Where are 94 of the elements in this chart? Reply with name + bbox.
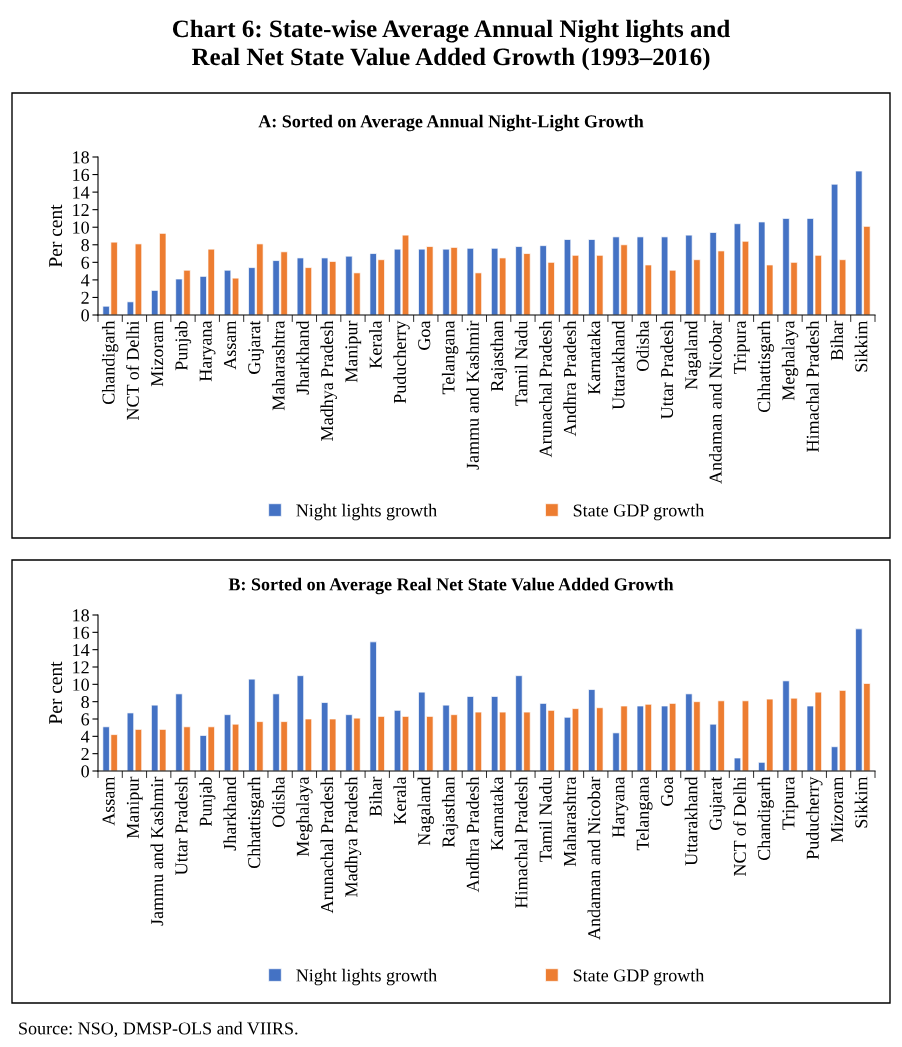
y-tick-label: 4 (80, 730, 90, 743)
y-tick-label: 16 (73, 168, 90, 181)
legend-label: Night lights growth (296, 503, 437, 521)
y-tick-label: 0 (81, 765, 89, 778)
y-tick-label: 12 (73, 661, 89, 674)
source-note: Source: NSO, DMSP-OLS and VIIRS. (19, 1021, 298, 1038)
x-tick-label: Goa (418, 320, 431, 350)
x-tick-label: Manipur (345, 320, 362, 383)
x-tick-label: Himachal Pradesh (514, 776, 528, 908)
x-tick-label: Telangana (636, 776, 653, 851)
y-tick-label: 6 (81, 713, 90, 726)
y-tick-label: 2 (81, 291, 89, 304)
x-tick-label: Puducherry (806, 776, 823, 860)
x-tick-label: Arunachal Pradesh (539, 320, 552, 458)
x-tick-label: Odisha (636, 320, 649, 371)
x-tick-label: Tripura (782, 776, 799, 830)
legend-label: State GDP growth (573, 503, 705, 521)
x-tick-label: NCT of Delhi (733, 776, 746, 877)
x-tick-label: Telangana (441, 320, 459, 395)
x-tick-label: Chhattisgarh (757, 320, 774, 413)
x-tick-label: NCT of Delhi (126, 320, 139, 421)
x-tick-label: Himachal Pradesh (806, 320, 819, 452)
chart-title: Chart 6: State-wise Average Annual Night lights and Real Net State Value Added Growth (1993–2016) (172, 19, 731, 71)
x-tick-label: Kerala (393, 776, 407, 825)
chart-title: B: Sorted on Average Real Net State Value Added Growth (228, 577, 674, 595)
y-tick-label: 0 (81, 309, 89, 322)
y-axis-title: Per cent (49, 661, 63, 725)
x-tick-label: Jammu and Kashmir (466, 320, 479, 470)
x-tick-label: Bihar (369, 776, 382, 817)
x-tick-label: Madhya Pradesh (344, 776, 362, 897)
x-tick-label: Tamil Nadu (514, 320, 528, 406)
x-tick-label: Uttar Pradesh (660, 320, 674, 419)
x-tick-label: Andaman and Nicobar (587, 776, 601, 940)
x-tick-label: Uttarakhand (684, 776, 698, 866)
x-tick-label: Goa (660, 776, 674, 806)
x-tick-label: Jharkhand (296, 320, 309, 395)
x-tick-label: Gujarat (709, 776, 726, 830)
x-tick-label: Gujarat (248, 320, 265, 374)
x-tick-label: Punjab (174, 321, 192, 371)
y-tick-label: 14 (73, 186, 90, 199)
x-tick-label: Chhattisgarh (247, 776, 265, 869)
y-tick-label: 18 (73, 151, 89, 164)
y-tick-label: 18 (73, 609, 89, 622)
x-tick-label: Kerala (369, 320, 382, 369)
y-tick-label: 2 (81, 747, 89, 760)
legend-label: Night lights growth (296, 968, 437, 986)
y-tick-label: 16 (73, 626, 90, 639)
x-tick-label: Sikkim (854, 776, 868, 828)
x-tick-label: Uttar Pradesh (174, 776, 188, 875)
x-tick-label: Chandigarh (757, 776, 774, 861)
x-tick-label: Madhya Pradesh (320, 320, 337, 441)
y-tick-label: 14 (73, 644, 90, 656)
y-tick-label: 10 (73, 221, 89, 234)
x-tick-label: Tamil Nadu (539, 776, 552, 862)
x-tick-label: Andaman and Nicobar (708, 320, 722, 484)
chart-subtitle: A: Sorted on Average Annual Night-Light Growth (258, 114, 644, 132)
x-tick-label: Nagaland (684, 320, 702, 390)
y-tick-label: 12 (73, 203, 89, 216)
y-tick-label: 6 (81, 256, 90, 269)
x-tick-label: Haryana (199, 320, 216, 382)
x-tick-label: Meghalaya (781, 320, 799, 401)
y-tick-label: 10 (73, 678, 89, 691)
x-tick-label: Rajasthan (441, 776, 459, 848)
x-tick-label: Punjab (199, 777, 216, 827)
x-tick-label: Andhra Pradesh (563, 320, 576, 437)
x-tick-label: Uttarakhand (611, 320, 625, 410)
x-tick-label: Andhra Pradesh (466, 776, 479, 893)
x-tick-label: Mizoram (151, 320, 164, 387)
legend-label: State GDP growth (573, 968, 705, 986)
x-tick-label: Maharashtra (563, 776, 576, 867)
x-tick-label: Chandigarh (101, 320, 119, 405)
y-tick-label: 8 (81, 239, 89, 252)
x-tick-label: Assam (102, 776, 115, 826)
x-tick-label: Haryana (612, 776, 629, 838)
x-tick-label: Puducherry (393, 320, 410, 404)
y-tick-label: 8 (81, 695, 89, 709)
x-tick-label: Bihar (830, 320, 844, 361)
y-axis-title: Per cent (49, 204, 63, 268)
x-tick-label: Arunachal Pradesh (320, 776, 334, 914)
x-tick-label: Sikkim (854, 320, 868, 372)
x-tick-label: Mizoram (830, 776, 844, 843)
x-tick-label: Jammu and Kashmir (150, 776, 164, 926)
x-tick-label: Manipur (126, 776, 143, 839)
x-tick-label: Karnataka (587, 320, 601, 395)
x-tick-label: Tripura (733, 320, 750, 374)
x-tick-label: Meghalaya (296, 776, 313, 857)
x-tick-label: Jharkhand (223, 776, 237, 851)
x-tick-label: Rajasthan (490, 320, 507, 392)
x-tick-label: Assam (223, 320, 237, 370)
x-tick-label: Nagaland (417, 776, 435, 846)
x-tick-label: Odisha (271, 776, 285, 827)
x-tick-label: Karnataka (490, 776, 504, 851)
x-tick-label: Maharashtra (271, 320, 285, 411)
y-tick-label: 4 (80, 274, 90, 287)
